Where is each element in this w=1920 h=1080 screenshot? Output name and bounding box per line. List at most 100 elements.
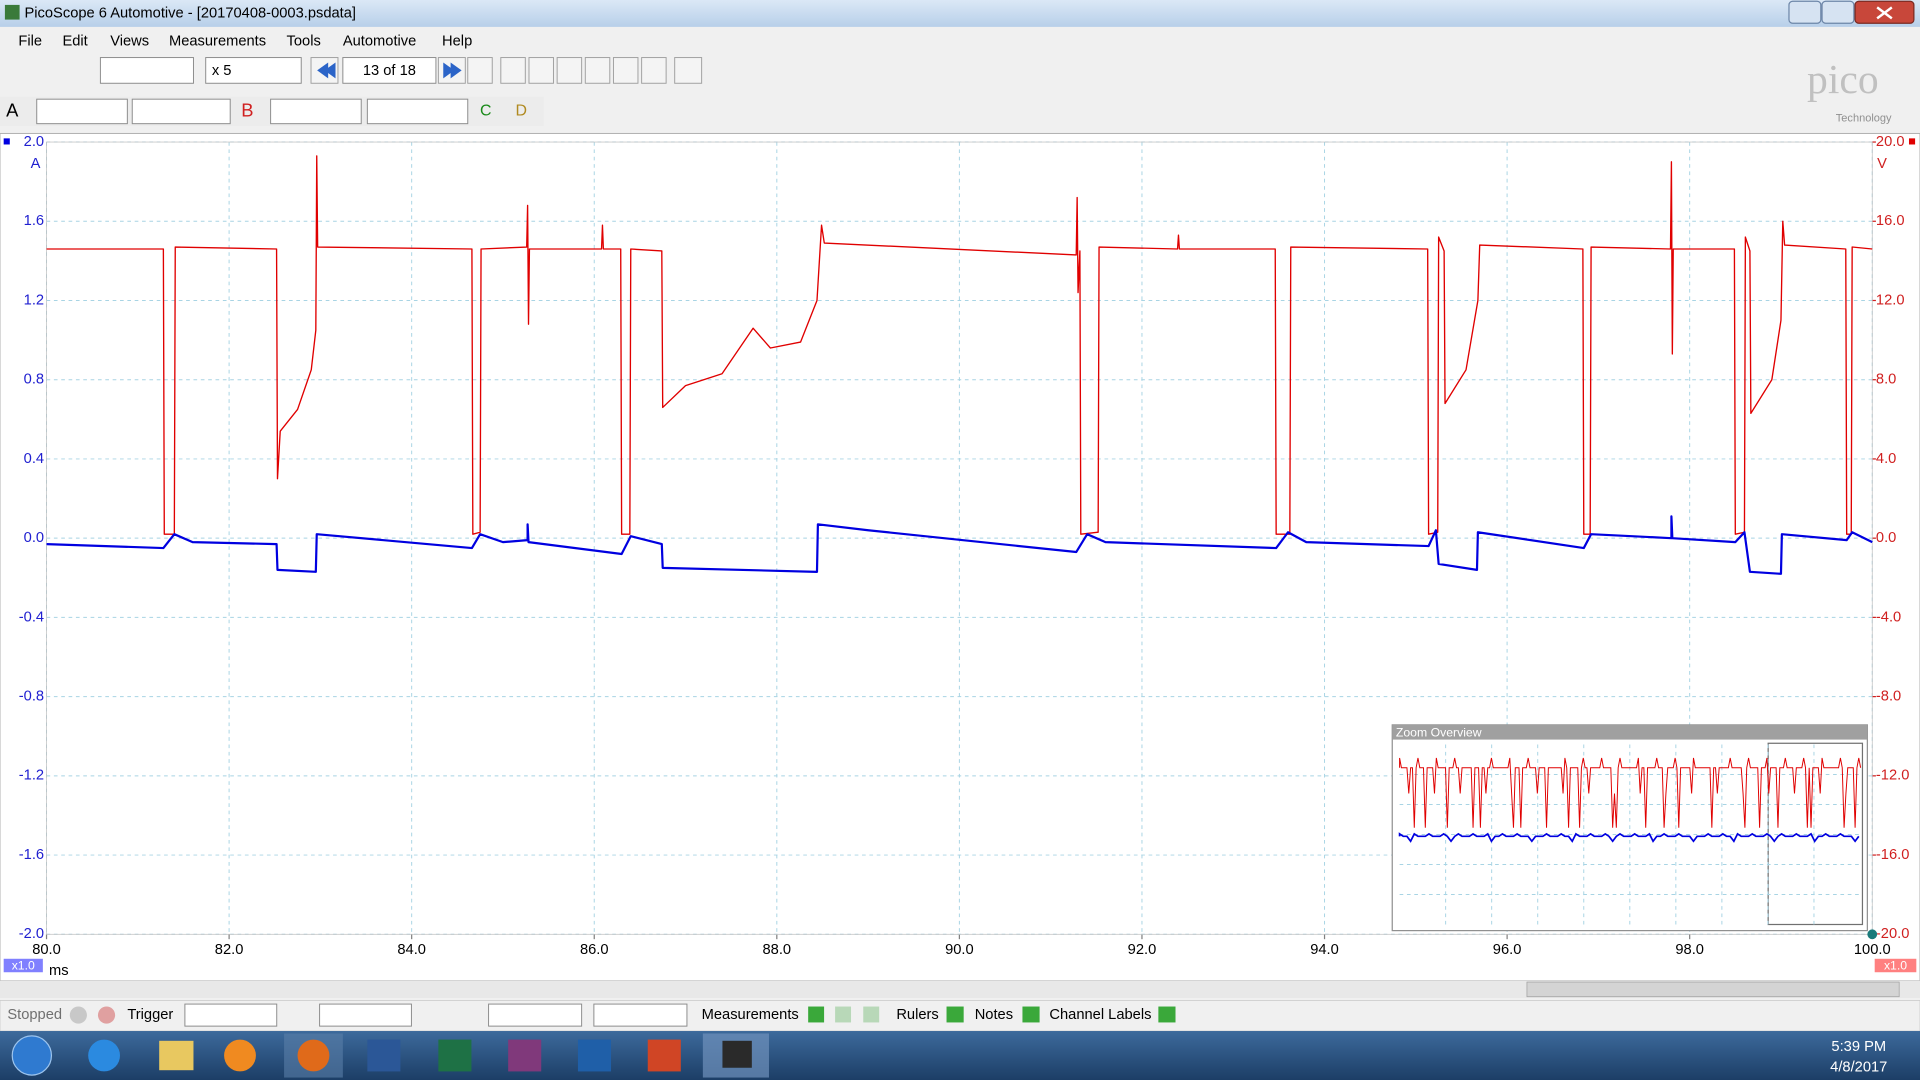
scroll-thumb[interactable] <box>1526 981 1900 998</box>
tool-button[interactable] <box>674 57 703 84</box>
app-powerpoint[interactable] <box>647 1039 681 1072</box>
x-axis-handle[interactable] <box>1867 929 1878 940</box>
plot: 80.0 82.0 84.0 86.0 88.0 90.0 92.0 94.0 96.0 98.0… <box>19 134 1910 958</box>
maximize-button[interactable] <box>1821 0 1855 24</box>
y2-tick-label: 20.0 <box>1876 134 1905 150</box>
y-tick-label: -0.8 <box>19 688 44 704</box>
tool-button[interactable] <box>467 57 493 84</box>
channel-c-button[interactable]: C <box>480 103 492 120</box>
tool-buttons <box>467 57 703 84</box>
zoom-title: Zoom Overview <box>1396 726 1482 740</box>
x-tick-label: 98.0 <box>1675 942 1704 958</box>
menu-item[interactable]: Tools <box>287 34 321 50</box>
zoom-field[interactable] <box>205 57 302 84</box>
y2-tick-label: 16.0 <box>1876 213 1905 229</box>
app-media[interactable] <box>224 1039 256 1072</box>
menu-item[interactable]: Automotive <box>343 34 416 50</box>
app-explorer[interactable] <box>159 1040 194 1071</box>
tool-button[interactable] <box>556 57 583 84</box>
add-measurement[interactable] <box>808 1006 825 1023</box>
stop-button[interactable] <box>97 1006 116 1024</box>
channel-a-button[interactable]: A <box>6 99 19 120</box>
menu-item[interactable]: Measurements <box>169 34 266 50</box>
channel-labels-label: Channel Labels <box>1049 1007 1151 1023</box>
app-outlook[interactable] <box>577 1039 612 1072</box>
x-tick-label: 100.0 <box>1854 942 1891 958</box>
x-tick-label: 84.0 <box>397 942 426 958</box>
tool-button[interactable] <box>584 57 611 84</box>
y-tick-label: 1.6 <box>24 213 44 229</box>
menu-bar <box>0 26 1920 54</box>
start-button[interactable] <box>69 1006 87 1024</box>
y2-tick-label: -4.0 <box>1876 609 1901 625</box>
rulers-button[interactable] <box>946 1006 964 1023</box>
y2-tick-label: 4.0 <box>1876 451 1896 467</box>
trace <box>46 155 1873 535</box>
tool-button[interactable] <box>500 57 526 84</box>
trigger-source[interactable] <box>319 1003 412 1027</box>
minimize-button[interactable] <box>1788 0 1822 24</box>
channel-b-coupling[interactable] <box>366 98 469 125</box>
y-tick-label: 0.8 <box>24 372 44 388</box>
x-tick-label: 82.0 <box>215 942 244 958</box>
edit-measurement[interactable] <box>835 1006 852 1023</box>
trigger-pretrigger[interactable] <box>593 1003 688 1027</box>
zoom-trace-a <box>1398 832 1860 843</box>
logo-sub: Technology <box>1836 113 1892 125</box>
y-tick-label: -2.0 <box>19 926 44 942</box>
buffer-field[interactable] <box>342 57 437 84</box>
x-tick-label: 88.0 <box>763 942 792 958</box>
zoom-title-bar <box>1392 724 1868 740</box>
app-icon <box>4 4 20 20</box>
x-tick-label: 92.0 <box>1128 942 1157 958</box>
y-tick-label: -1.6 <box>19 847 44 863</box>
channel-a-marker <box>3 138 10 145</box>
tool-button[interactable] <box>528 57 554 84</box>
y2-tick-label: -8.0 <box>1876 688 1901 704</box>
dropdown[interactable] <box>99 57 194 84</box>
menu-item[interactable]: Edit <box>62 34 87 50</box>
channel-a-coupling[interactable] <box>131 98 231 125</box>
menu-item[interactable]: Help <box>442 34 472 50</box>
app-firefox[interactable] <box>297 1039 330 1072</box>
y-tick-label: 0.4 <box>24 451 44 467</box>
rulers-label: Rulers <box>896 1007 938 1023</box>
zoom-trace-b <box>1399 757 1862 828</box>
channel-b-button[interactable]: B <box>241 99 253 120</box>
x-scale-right-label: x1.0 <box>1884 958 1907 972</box>
x-tick-label: 80.0 <box>32 942 61 958</box>
channel-a-range[interactable] <box>36 98 128 125</box>
y-tick-label: -0.4 <box>19 609 44 625</box>
app-excel[interactable] <box>438 1039 472 1072</box>
trigger-level[interactable] <box>488 1003 583 1027</box>
zoom-overview: Zoom Overview <box>1391 724 1868 932</box>
close-icon <box>1876 6 1893 20</box>
channel-b-marker <box>1908 138 1916 145</box>
channel-b-range[interactable] <box>270 98 362 125</box>
measurements-label: Measurements <box>702 1007 799 1023</box>
trigger-mode[interactable] <box>184 1003 278 1027</box>
channel-d-button[interactable]: D <box>516 103 528 120</box>
x-scale-left <box>3 958 43 973</box>
run-state: Stopped <box>7 1007 62 1023</box>
app-onenote[interactable] <box>508 1039 542 1072</box>
menu-item[interactable]: Views <box>110 34 149 50</box>
tool-button[interactable] <box>612 57 639 84</box>
app-picoscope[interactable] <box>722 1040 752 1068</box>
app-ie[interactable] <box>88 1039 120 1072</box>
taskbar-apps <box>88 1033 769 1078</box>
menu-item[interactable]: File <box>18 34 42 50</box>
y2-tick-label: 12.0 <box>1876 292 1905 308</box>
app-word[interactable] <box>367 1039 401 1072</box>
tool-button[interactable] <box>641 57 667 84</box>
start-orb[interactable] <box>11 1035 53 1076</box>
clock-time: 5:39 PM <box>1831 1039 1886 1055</box>
window-title: PicoScope 6 Automotive - [20170408-0003.… <box>24 5 356 21</box>
scrollbar <box>0 980 1920 998</box>
delete-measurement[interactable] <box>863 1006 880 1023</box>
y-tick-label: 1.2 <box>24 292 44 308</box>
channel-labels-button[interactable] <box>1158 1006 1176 1023</box>
prev-icon <box>317 62 336 79</box>
notes-button[interactable] <box>1022 1006 1040 1023</box>
logo: pico <box>1807 57 1879 103</box>
